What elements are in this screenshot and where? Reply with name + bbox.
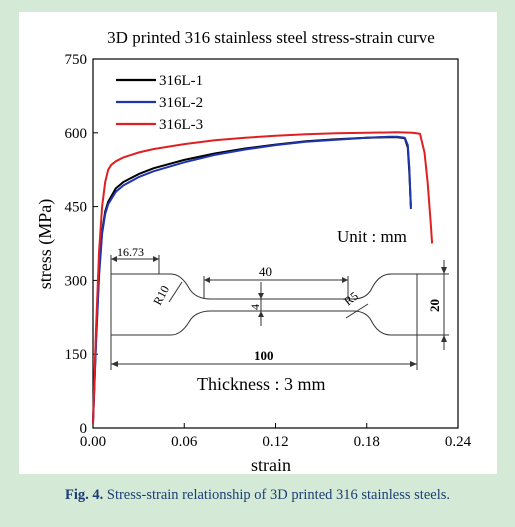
x-tick-label: 0.12	[262, 434, 288, 450]
specimen-drawing: 16.73 40 4 R10 R5 100 20	[110, 245, 449, 370]
chart-title: 3D printed 316 stainless steel stress-st…	[107, 28, 435, 47]
x-tick-label: 0.24	[445, 434, 472, 450]
stress-strain-chart: 3D printed 316 stainless steel stress-st…	[35, 28, 472, 474]
dim-total-width-text: 20	[427, 299, 442, 312]
dim-gauge-width-text: 4	[248, 304, 262, 310]
y-tick-label: 450	[65, 200, 88, 216]
dim-radius-large-text: R10	[150, 283, 172, 307]
x-tick-label: 0.18	[354, 434, 380, 450]
x-tick-label: 0.00	[80, 434, 106, 450]
y-tick-label: 600	[65, 126, 88, 142]
caption-text: Stress-strain relationship of 3D printed…	[106, 487, 450, 503]
legend-label-316L-3: 316L-3	[159, 117, 203, 133]
thickness-label: Thickness : 3 mm	[197, 374, 326, 394]
series-line-316L-3	[92, 131, 434, 424]
dim-radius-small-text: R5	[341, 289, 361, 309]
series-line-316L-2	[92, 135, 412, 424]
figure-caption: Fig. 4. Stress-strain relationship of 3D…	[0, 487, 515, 504]
y-tick-label: 0	[80, 421, 88, 437]
dim-radius-large-leader	[168, 281, 183, 303]
legend: 316L-1 316L-2 316L-3	[116, 73, 203, 133]
dim-gauge-length-text: 40	[259, 264, 272, 279]
caption-label: Fig. 4.	[64, 487, 104, 503]
figure-panel: 3D printed 316 stainless steel stress-st…	[19, 12, 497, 474]
y-tick-label: 750	[65, 52, 88, 68]
unit-label: Unit : mm	[337, 227, 407, 246]
series-lines	[92, 131, 434, 424]
dim-grip-length-text: 16.73	[117, 245, 144, 259]
dim-total-length-text: 100	[254, 348, 274, 363]
y-tick-label: 300	[65, 273, 88, 289]
axis-ticks: 0.00 0.06 0.12 0.18 0.24 0 150 300 450 600 750	[65, 52, 472, 450]
dim-radius-small-leader	[345, 303, 369, 319]
y-tick-label: 150	[65, 347, 88, 363]
x-axis-label: strain	[251, 455, 291, 474]
legend-label-316L-2: 316L-2	[159, 95, 203, 111]
legend-label-316L-1: 316L-1	[159, 73, 203, 89]
x-tick-label: 0.06	[171, 434, 198, 450]
y-axis-label: stress (MPa)	[35, 199, 56, 290]
